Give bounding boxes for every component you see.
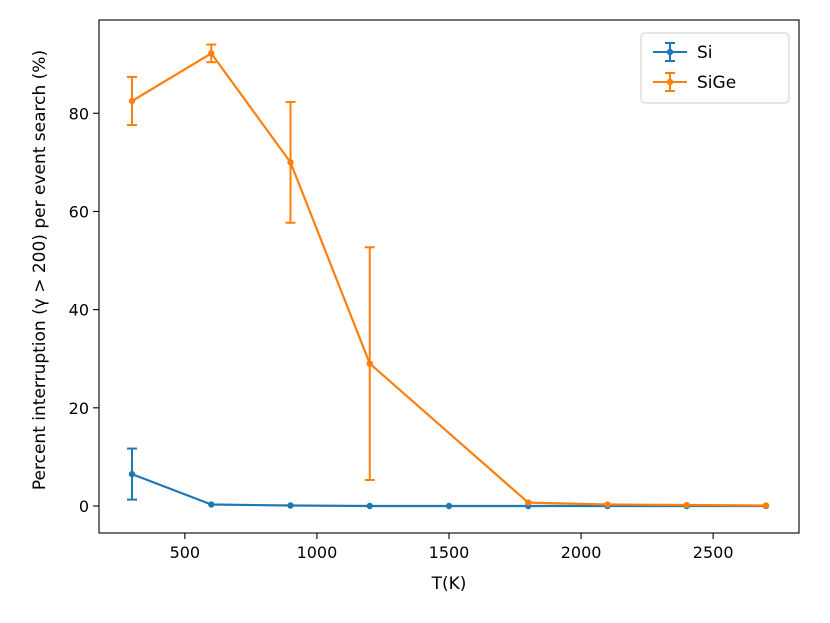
legend-box (640, 32, 790, 104)
data-point (208, 501, 215, 508)
legend-item: Si (653, 42, 713, 63)
data-point (128, 470, 136, 478)
data-point (208, 50, 215, 57)
y-axis-label: Percent interruption (γ > 200) per event… (30, 50, 50, 490)
y-tick-label: 40 (69, 301, 89, 320)
x-tick-label: 1500 (429, 543, 470, 562)
legend-label: Si (697, 43, 713, 63)
data-point (762, 502, 770, 509)
x-tick-label: 2500 (693, 543, 734, 562)
data-point (366, 360, 373, 367)
data-point (287, 502, 294, 509)
x-tick-label: 2000 (561, 543, 602, 562)
data-point (366, 502, 373, 510)
x-tick-label: 500 (170, 543, 201, 562)
data-point (445, 502, 453, 510)
data-point (604, 501, 611, 508)
legend-label: SiGe (697, 73, 736, 93)
legend: Si SiGe (640, 32, 790, 104)
y-tick-label: 20 (69, 399, 89, 418)
data-point (683, 501, 690, 509)
series-SiGe (127, 43, 770, 509)
x-tick-label: 1000 (297, 543, 338, 562)
data-point (128, 97, 136, 105)
data-point (287, 159, 294, 166)
series-Si (127, 447, 770, 510)
legend-item: SiGe (653, 72, 736, 93)
y-tick-label: 0 (79, 497, 89, 516)
series-line (131, 473, 766, 508)
y-tick-label: 80 (69, 104, 89, 123)
data-point (525, 499, 532, 506)
series-line (131, 52, 767, 507)
x-axis-label: T(K) (431, 574, 467, 594)
y-tick-label: 60 (69, 202, 89, 221)
